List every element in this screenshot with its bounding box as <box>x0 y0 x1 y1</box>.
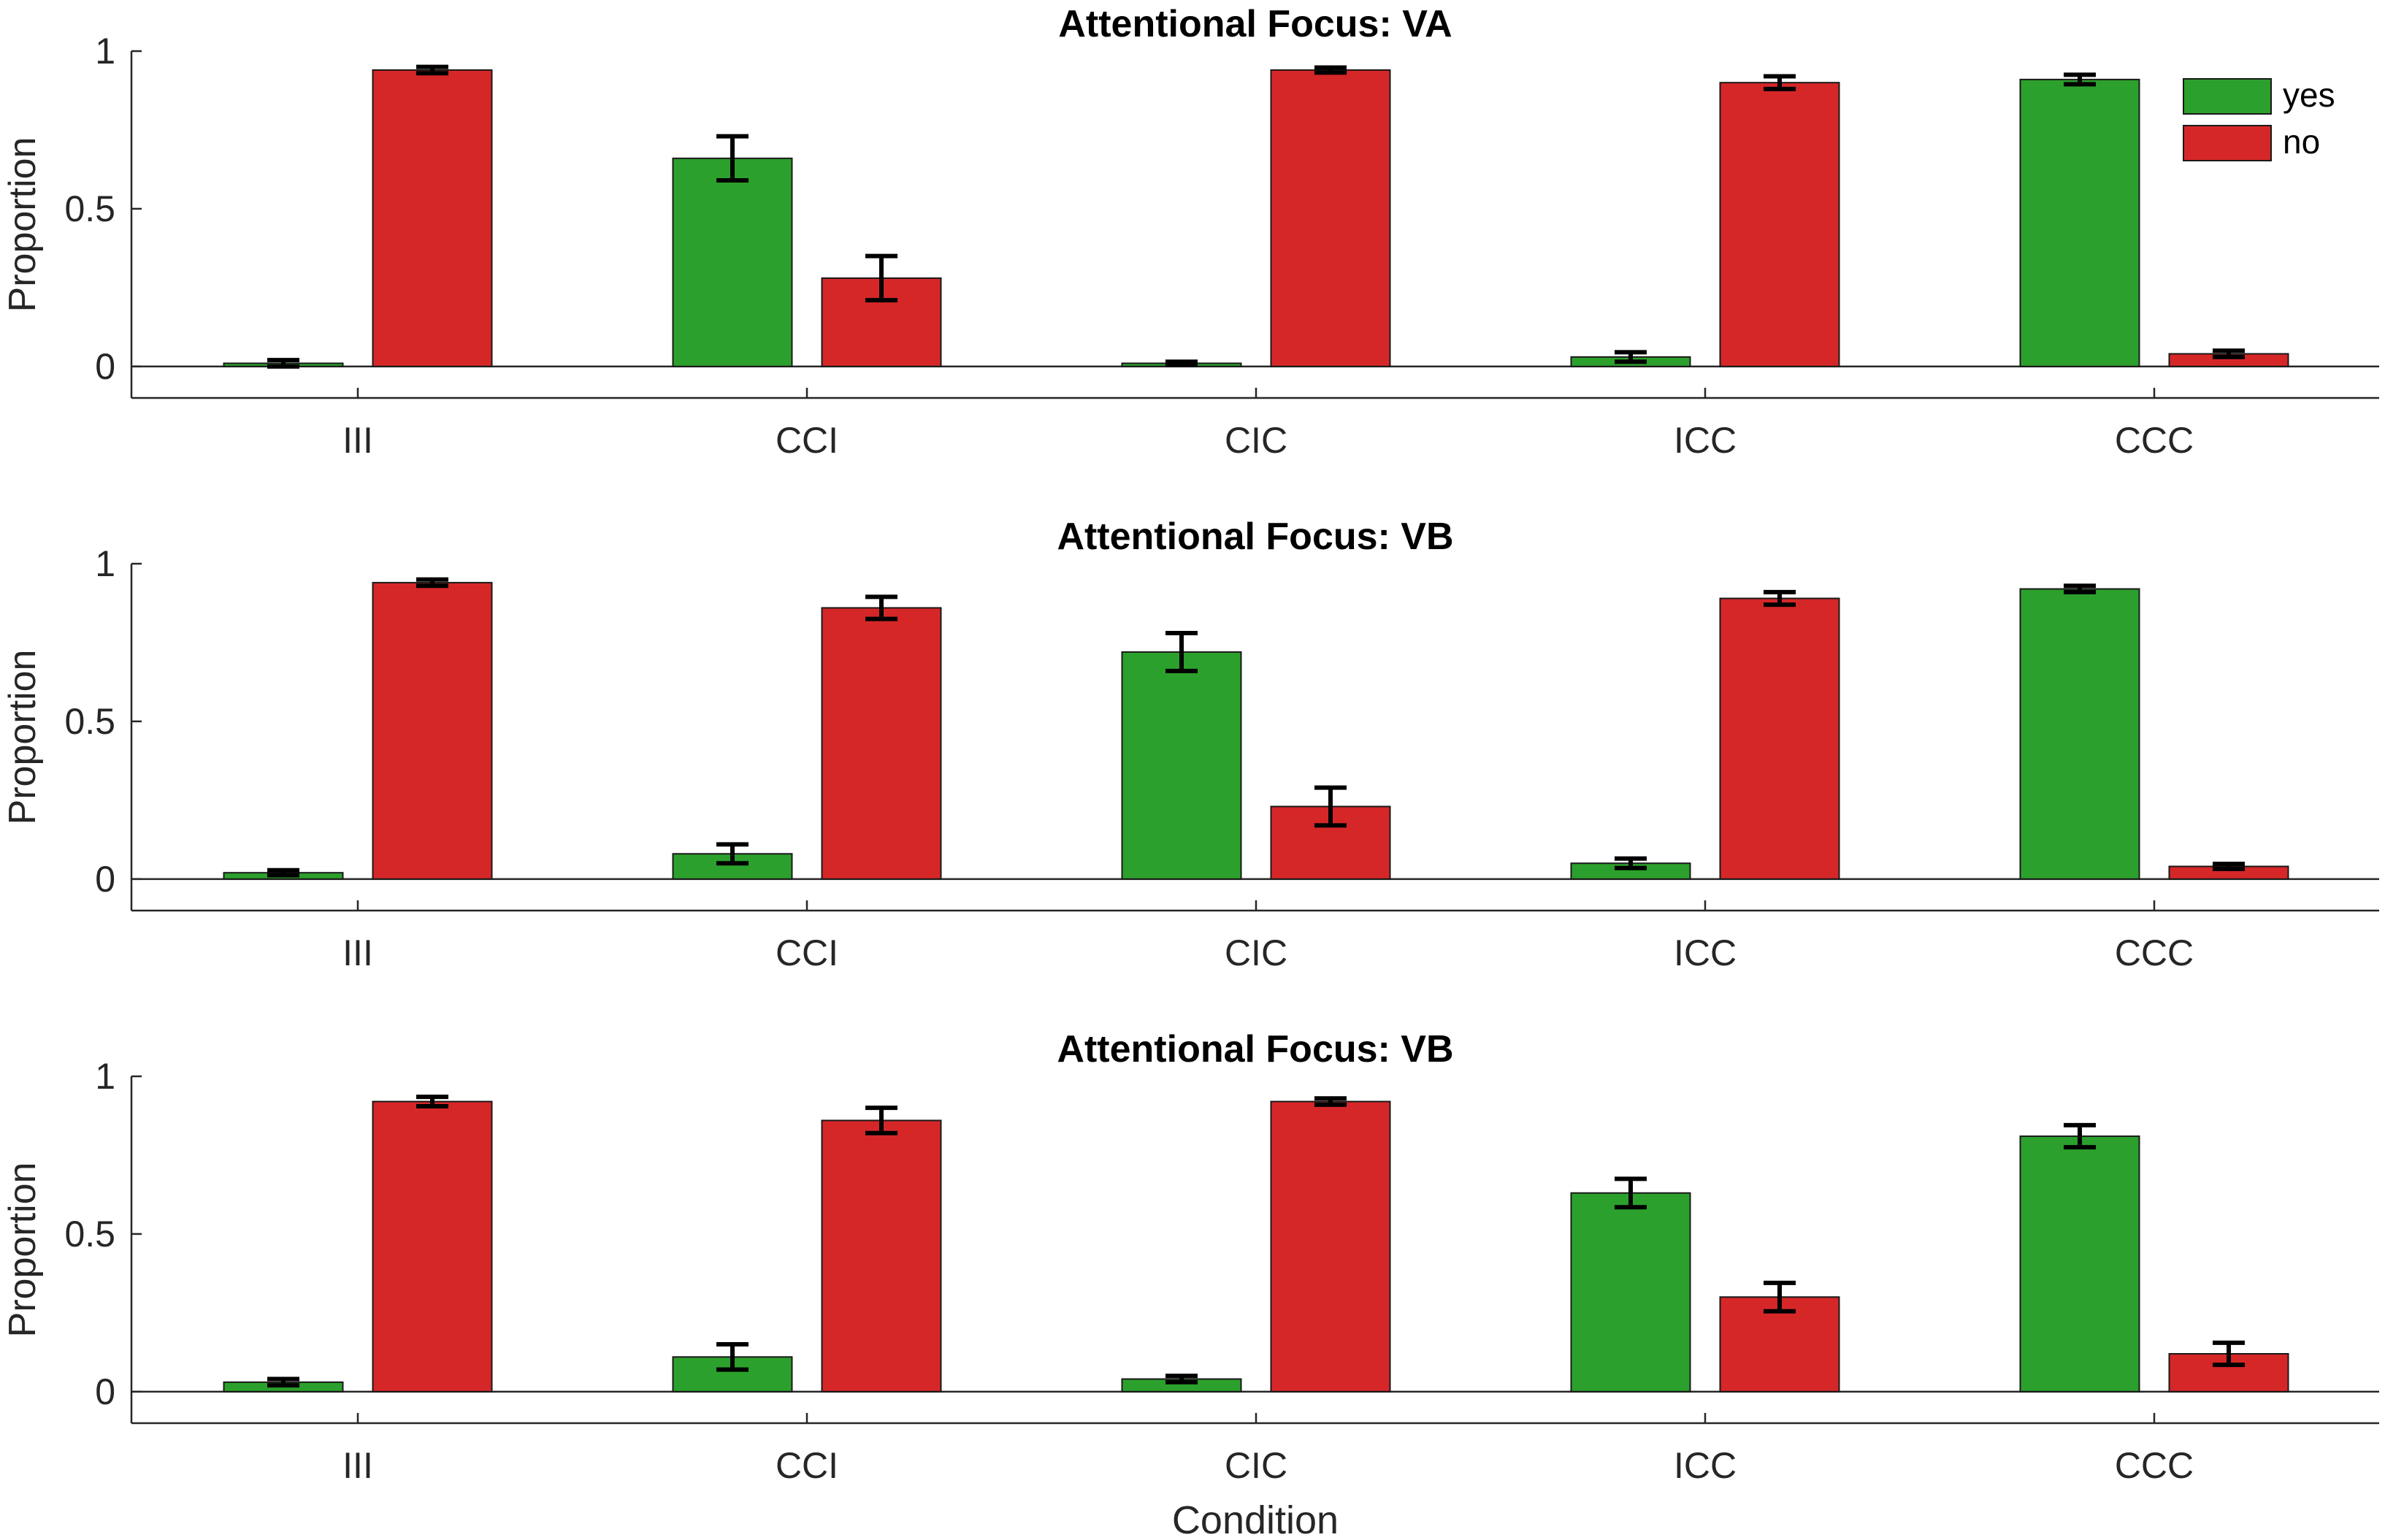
legend-swatch-no <box>2183 125 2272 161</box>
error-bar-no-III <box>416 1095 448 1109</box>
chart-title: Attentional Focus: VA <box>1058 3 1452 45</box>
error-bar-yes-ICC <box>1615 856 1647 870</box>
error-bar-yes-CIC <box>1165 1374 1198 1384</box>
y-axis-label: Proportion <box>1 1162 44 1338</box>
x-tick-label: CCI <box>776 420 838 461</box>
legend: yes no <box>2183 76 2335 161</box>
error-bar-yes-III <box>267 358 299 369</box>
y-tick-label: 0 <box>95 1371 115 1412</box>
bar-no-III <box>372 69 493 367</box>
error-bar-yes-III <box>267 1376 299 1388</box>
error-bar-no-III <box>416 64 448 76</box>
chart-title: Attentional Focus: VB <box>1057 516 1453 558</box>
error-bar-yes-CIC <box>1165 631 1198 673</box>
bar-no-ICC <box>1719 82 1840 367</box>
error-bar-yes-III <box>267 867 299 878</box>
x-tick-label: CCC <box>2115 932 2194 973</box>
legend-label-yes: yes <box>2283 76 2335 114</box>
y-tick-label: 0 <box>95 859 115 900</box>
x-tick-label: III <box>342 420 373 461</box>
error-bar-no-CCC <box>2213 862 2245 871</box>
bar-no-ICC <box>1719 597 1840 880</box>
chart-title: Attentional Focus: VB <box>1057 1028 1453 1070</box>
x-tick-label: ICC <box>1674 420 1737 461</box>
y-axis-label: Proportion <box>1 137 44 313</box>
bar-no-III <box>372 581 493 880</box>
error-bar-yes-CCC <box>2064 1122 2096 1150</box>
bar-no-CCI <box>821 1119 942 1392</box>
error-bar-yes-CCC <box>2064 583 2096 594</box>
chart-panel-3: Attentional Focus: VB 0 0.5 1 Proportion III C… <box>1 1028 2379 1540</box>
error-bar-no-CCI <box>865 253 897 303</box>
error-bar-no-CIC <box>1314 1096 1347 1107</box>
error-bar-no-III <box>416 577 448 589</box>
y-axis-label: Proportion <box>1 650 44 825</box>
error-bar-yes-ICC <box>1615 350 1647 364</box>
legend-label-no: no <box>2283 123 2320 161</box>
bar-yes-CCC <box>2019 1135 2140 1392</box>
error-bar-yes-CCI <box>716 134 749 183</box>
x-tick-label: CIC <box>1225 932 1287 973</box>
x-tick-label: CIC <box>1225 420 1287 461</box>
chart-panel-2: Attentional Focus: VB 0 0.5 1 Proportion III C… <box>1 516 2379 973</box>
bar-yes-ICC <box>1570 1192 1691 1392</box>
error-bar-no-CCI <box>865 1106 897 1135</box>
x-tick-label: III <box>342 932 373 973</box>
bar-no-CIC <box>1270 1100 1391 1392</box>
error-bar-yes-CCI <box>716 1342 749 1372</box>
x-tick-label: CCI <box>776 932 838 973</box>
error-bar-no-ICC <box>1764 74 1796 91</box>
x-tick-label: ICC <box>1674 1445 1737 1486</box>
bar-yes-CCC <box>2019 588 2140 880</box>
x-tick-label: ICC <box>1674 932 1737 973</box>
chart-panel-1: Attentional Focus: VA 0 0.5 1 Proportion III C… <box>1 3 2379 461</box>
bar-no-CCI <box>821 607 942 880</box>
bar-yes-CCI <box>672 157 793 367</box>
bar-no-CIC <box>1270 69 1391 367</box>
y-tick-label: 0.5 <box>64 188 115 229</box>
bar-yes-CIC <box>1121 651 1242 880</box>
x-tick-label: CCI <box>776 1445 838 1486</box>
error-bar-no-CIC <box>1314 65 1347 75</box>
error-bar-yes-CIC <box>1165 359 1198 367</box>
error-bar-no-ICC <box>1764 589 1796 608</box>
y-tick-label: 1 <box>95 543 115 584</box>
error-bar-yes-CCI <box>716 842 749 866</box>
x-tick-label: III <box>342 1445 373 1486</box>
x-axis-label: Condition <box>1172 1498 1339 1540</box>
y-tick-label: 0 <box>95 346 115 387</box>
error-bar-no-CCC <box>2213 1340 2245 1368</box>
x-tick-label: CCC <box>2115 1445 2194 1486</box>
bar-yes-CCC <box>2019 78 2140 367</box>
error-bar-no-CIC <box>1314 785 1347 828</box>
x-tick-label: CCC <box>2115 420 2194 461</box>
y-tick-label: 1 <box>95 31 115 72</box>
bar-no-III <box>372 1100 493 1392</box>
x-tick-label: CIC <box>1225 1445 1287 1486</box>
error-bar-yes-ICC <box>1615 1176 1647 1210</box>
y-tick-label: 0.5 <box>64 701 115 742</box>
error-bar-no-CCI <box>865 594 897 621</box>
y-tick-label: 1 <box>95 1056 115 1097</box>
y-tick-label: 0.5 <box>64 1214 115 1254</box>
error-bar-no-ICC <box>1764 1280 1796 1314</box>
error-bar-no-CCC <box>2213 348 2245 359</box>
error-bar-yes-CCC <box>2064 72 2096 87</box>
legend-swatch-yes <box>2183 78 2272 115</box>
